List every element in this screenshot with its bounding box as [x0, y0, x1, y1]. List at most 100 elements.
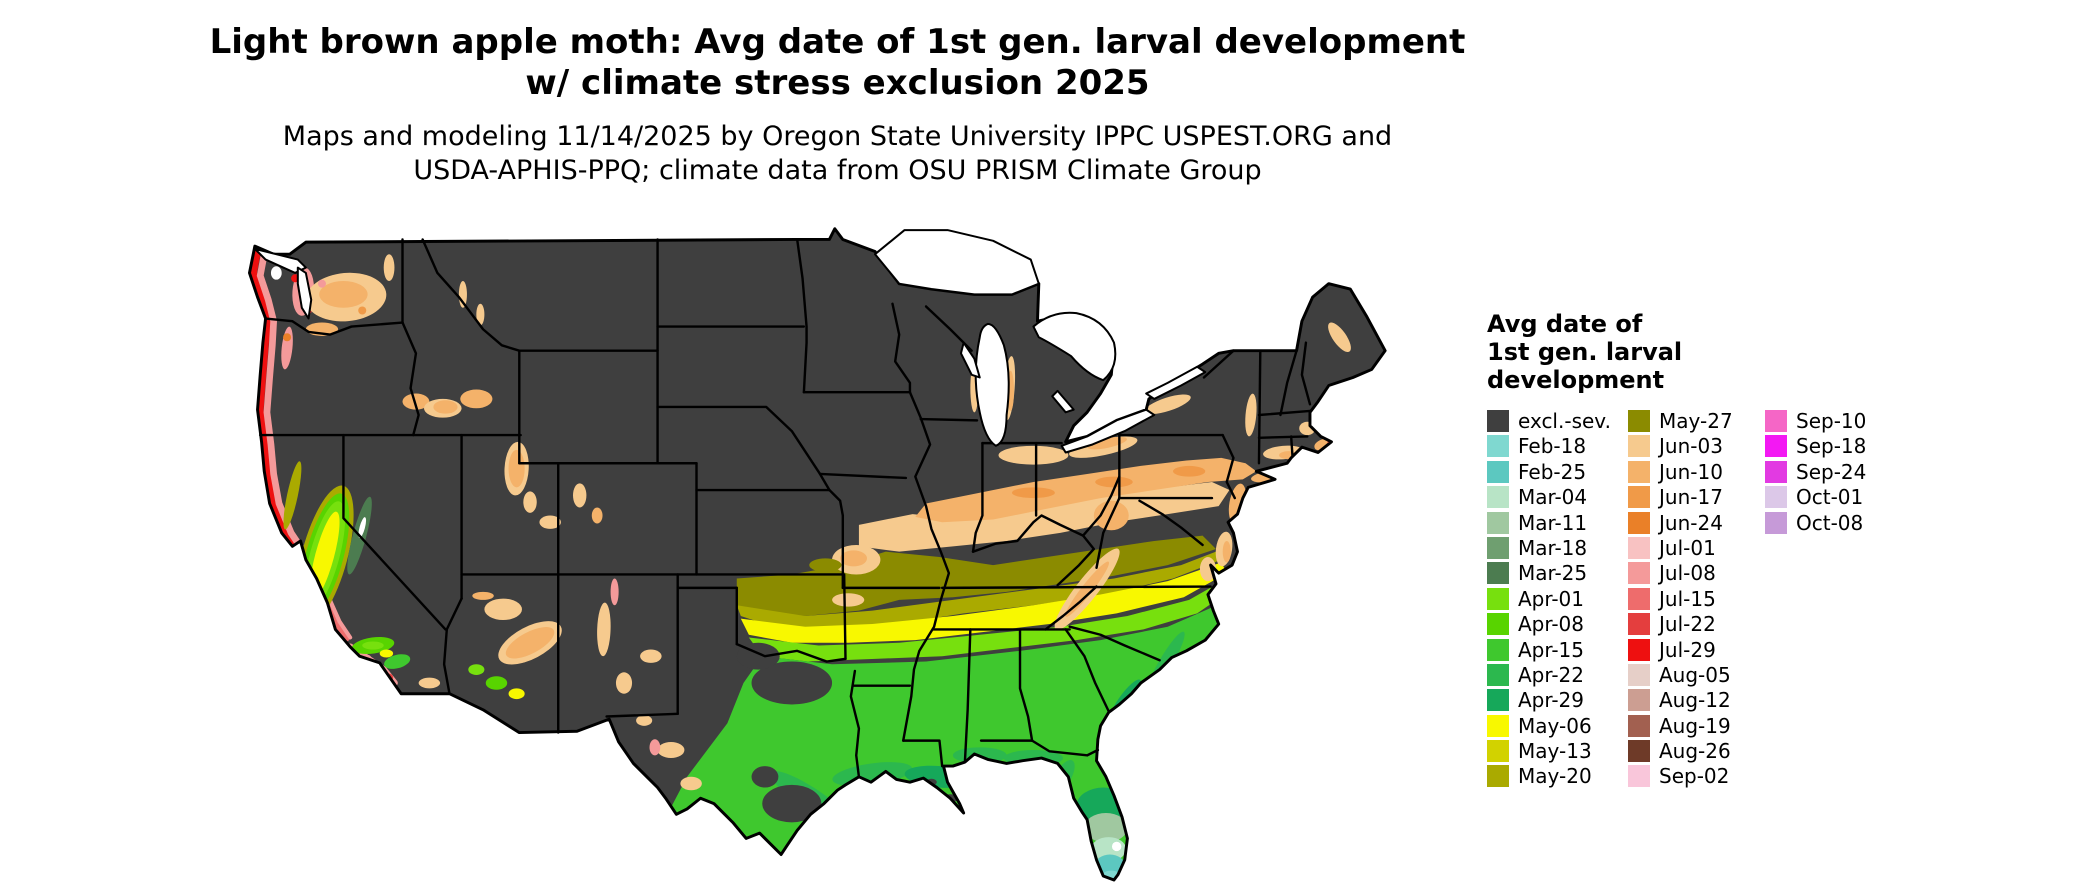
lake-erie: [1060, 408, 1156, 454]
lake-ontario: [1145, 365, 1207, 400]
lake-superior: [874, 229, 1040, 296]
legend-swatch: [1487, 536, 1509, 559]
legend-item-label: Apr-29: [1518, 688, 1584, 713]
legend-item-label: Aug-12: [1659, 688, 1731, 713]
legend-item-label: Apr-08: [1518, 612, 1584, 637]
legend-swatch: [1487, 562, 1509, 585]
legend-item-label: Sep-10: [1796, 409, 1867, 433]
legend-item: May-06: [1487, 714, 1628, 738]
legend-swatch: [1487, 740, 1509, 763]
legend-item-label: Jul-15: [1659, 586, 1716, 611]
legend-swatch: [1487, 714, 1509, 737]
state-borders: [259, 238, 1312, 779]
legend-item-label: Aug-19: [1659, 713, 1731, 738]
page-subtitle: Maps and modeling 11/14/2025 by Oregon S…: [0, 120, 1675, 188]
map-header: Light brown apple moth: Avg date of 1st …: [0, 22, 1675, 188]
legend-item-label: Sep-24: [1796, 459, 1867, 484]
legend-item-label: excl.-sev.: [1518, 409, 1611, 433]
legend-item-label: Sep-18: [1796, 434, 1867, 459]
legend-item: Mar-18: [1487, 535, 1628, 560]
legend-item-label: Mar-18: [1518, 535, 1588, 560]
legend-swatch: [1487, 486, 1509, 509]
legend-item: Mar-04: [1487, 485, 1628, 510]
legend-column-3: Sep-10 Sep-18 Sep-24 Oct-01 Oct-08: [1765, 409, 1895, 537]
legend-item: Apr-15: [1487, 638, 1628, 662]
legend-swatch: [1628, 536, 1650, 559]
legend-swatch: [1487, 689, 1509, 712]
us-map-svg: [248, 227, 1387, 882]
legend-swatch: [1628, 613, 1650, 636]
legend-item: Feb-18: [1487, 434, 1628, 459]
legend-item: Jul-01: [1628, 535, 1765, 560]
legend-swatch: [1765, 435, 1787, 458]
legend-swatch: [1628, 587, 1650, 610]
legend-item: Jun-17: [1628, 485, 1765, 510]
legend-swatch: [1628, 435, 1650, 458]
legend-item-label: Mar-04: [1518, 485, 1588, 510]
legend-item: Jul-29: [1628, 638, 1765, 662]
legend-columns: excl.-sev. Feb-18 Feb-25 Mar-04 Mar-11 Mar-18…: [1487, 409, 2047, 791]
great-lakes: [253, 229, 1207, 454]
green-bay: [959, 341, 981, 379]
legend-item: Jun-10: [1628, 459, 1765, 484]
legend-swatch: [1487, 663, 1509, 686]
page-title-line1: Light brown apple moth: Avg date of 1st …: [209, 22, 1466, 62]
legend-item: Mar-11: [1487, 511, 1628, 535]
legend-item: Mar-25: [1487, 561, 1628, 585]
legend-title: Avg date of 1st gen. larval development: [1487, 310, 2047, 394]
legend-item: Oct-08: [1765, 511, 1895, 535]
legend-swatch: [1628, 689, 1650, 712]
legend-item: Apr-01: [1487, 586, 1628, 611]
legend-title-line2: 1st gen. larval: [1487, 338, 1683, 366]
page-subtitle-line1: Maps and modeling 11/14/2025 by Oregon S…: [282, 121, 1393, 152]
legend-swatch: [1628, 486, 1650, 509]
legend-item: May-13: [1487, 739, 1628, 764]
legend-swatch: [1765, 460, 1787, 483]
legend-swatch: [1487, 765, 1509, 788]
legend-item-label: Jul-22: [1659, 612, 1716, 637]
lake-michigan: [974, 322, 1010, 447]
legend-item-label: Jun-17: [1659, 485, 1723, 510]
legend-item: Jun-03: [1628, 434, 1765, 458]
legend-item: Jul-08: [1628, 561, 1765, 586]
legend-swatch: [1628, 663, 1650, 686]
legend-item: Apr-22: [1487, 663, 1628, 687]
legend-item-label: Jun-10: [1659, 459, 1723, 484]
legend-column-2: May-27 Jun-03 Jun-10 Jun-17 Jun-24 Jul-01 Jul-…: [1628, 409, 1765, 791]
legend-item: Aug-05: [1628, 663, 1765, 687]
legend-item-label: Jul-08: [1659, 561, 1716, 586]
legend-swatch: [1487, 613, 1509, 636]
legend-item-label: Oct-01: [1796, 485, 1864, 510]
legend-title-line3: development: [1487, 366, 1665, 394]
legend-swatch: [1628, 740, 1650, 763]
legend-swatch: [1487, 511, 1509, 534]
legend-swatch: [1628, 765, 1650, 788]
legend-swatch: [1487, 410, 1509, 432]
puget-inlet: [296, 266, 313, 320]
legend-item: excl.-sev.: [1487, 409, 1628, 433]
legend-swatch: [1487, 435, 1509, 458]
legend-item-label: May-20: [1518, 764, 1592, 789]
page-title: Light brown apple moth: Avg date of 1st …: [0, 22, 1675, 104]
legend-swatch: [1765, 511, 1787, 534]
legend-swatch: [1487, 638, 1509, 661]
saginaw-bay: [1051, 389, 1075, 414]
legend-item-label: Feb-18: [1518, 434, 1587, 459]
legend-item-label: Jun-24: [1659, 510, 1723, 535]
legend-item-label: Apr-01: [1518, 586, 1584, 611]
legend-item: Aug-26: [1628, 739, 1765, 763]
legend-item-label: May-27: [1659, 409, 1733, 433]
legend-title-line1: Avg date of: [1487, 310, 1643, 338]
legend-swatch: [1628, 714, 1650, 737]
legend-item: Oct-01: [1765, 485, 1895, 510]
legend-item-label: May-13: [1518, 739, 1592, 764]
legend: Avg date of 1st gen. larval development …: [1487, 310, 2047, 791]
page-subtitle-line2: USDA-APHIS-PPQ; climate data from OSU PR…: [413, 155, 1262, 186]
legend-item: Sep-10: [1765, 409, 1895, 433]
legend-swatch: [1628, 511, 1650, 534]
us-map: [228, 214, 1463, 884]
legend-item-label: Jul-01: [1659, 535, 1716, 560]
legend-item: Sep-02: [1628, 764, 1765, 788]
legend-swatch: [1487, 587, 1509, 610]
legend-item: Jul-22: [1628, 612, 1765, 637]
